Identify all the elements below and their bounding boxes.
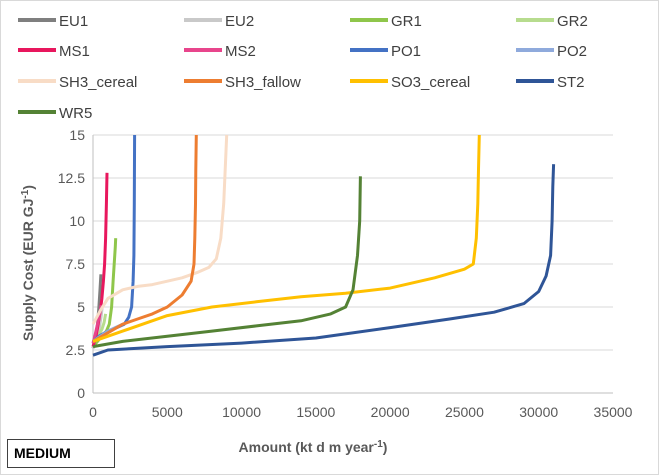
legend-label: PO2: [557, 43, 587, 60]
y-tick-label: 15: [69, 127, 85, 143]
series-lines: [91, 134, 556, 357]
y-tick-label: 10: [69, 213, 85, 229]
series-line-sh3-fallow: [92, 134, 198, 343]
x-tick-label: 35000: [594, 404, 633, 420]
grid-lines: [93, 134, 613, 351]
y-axis-title: Supply Cost (EUR GJ-1): [20, 185, 37, 341]
x-axis-title: Amount (kt d m year-1): [239, 439, 388, 456]
x-tick-label: 5000: [152, 404, 183, 420]
x-tick-label: 20000: [371, 404, 410, 420]
legend-label: PO1: [391, 43, 421, 60]
legend-label: EU2: [225, 13, 254, 30]
legend-label: ST2: [557, 74, 585, 91]
y-tick-label: 7.5: [66, 256, 86, 272]
series-line-st2: [92, 164, 556, 357]
y-tick-label: 12.5: [58, 170, 85, 186]
x-tick-label: 10000: [222, 404, 261, 420]
legend-label: MS1: [59, 43, 90, 60]
legend-label: SO3_cereal: [391, 74, 470, 91]
x-tick-label: 0: [89, 404, 97, 420]
series-line-sh3-cereal: [91, 134, 229, 325]
legend: EU1 EU2 GR1 GR2 MS1 MS2 PO1 PO2 SH3_cereal SH3_fa…: [18, 13, 588, 122]
y-tick-label: 0: [77, 385, 85, 401]
legend-label: WR5: [59, 105, 92, 122]
legend-label: GR2: [557, 13, 588, 30]
y-tick-label: 2.5: [66, 342, 86, 358]
axes: [92, 135, 613, 394]
scenario-badge: MEDIUM: [7, 439, 115, 468]
x-tick-label: 30000: [519, 404, 558, 420]
series-line-so3-cereal: [92, 134, 481, 343]
legend-label: EU1: [59, 13, 88, 30]
y-tick-label: 5: [77, 299, 85, 315]
x-tick-label: 15000: [296, 404, 335, 420]
x-tick-label: 25000: [445, 404, 484, 420]
legend-label: SH3_fallow: [225, 74, 301, 91]
tick-labels: 0 2.5 5 7.5 10 12.5 15 0 5000 10000 15000 20000 2500…: [58, 127, 633, 420]
legend-label: SH3_cereal: [59, 74, 137, 91]
series-line-wr5: [92, 176, 362, 349]
legend-label: MS2: [225, 43, 256, 60]
legend-label: GR1: [391, 13, 422, 30]
